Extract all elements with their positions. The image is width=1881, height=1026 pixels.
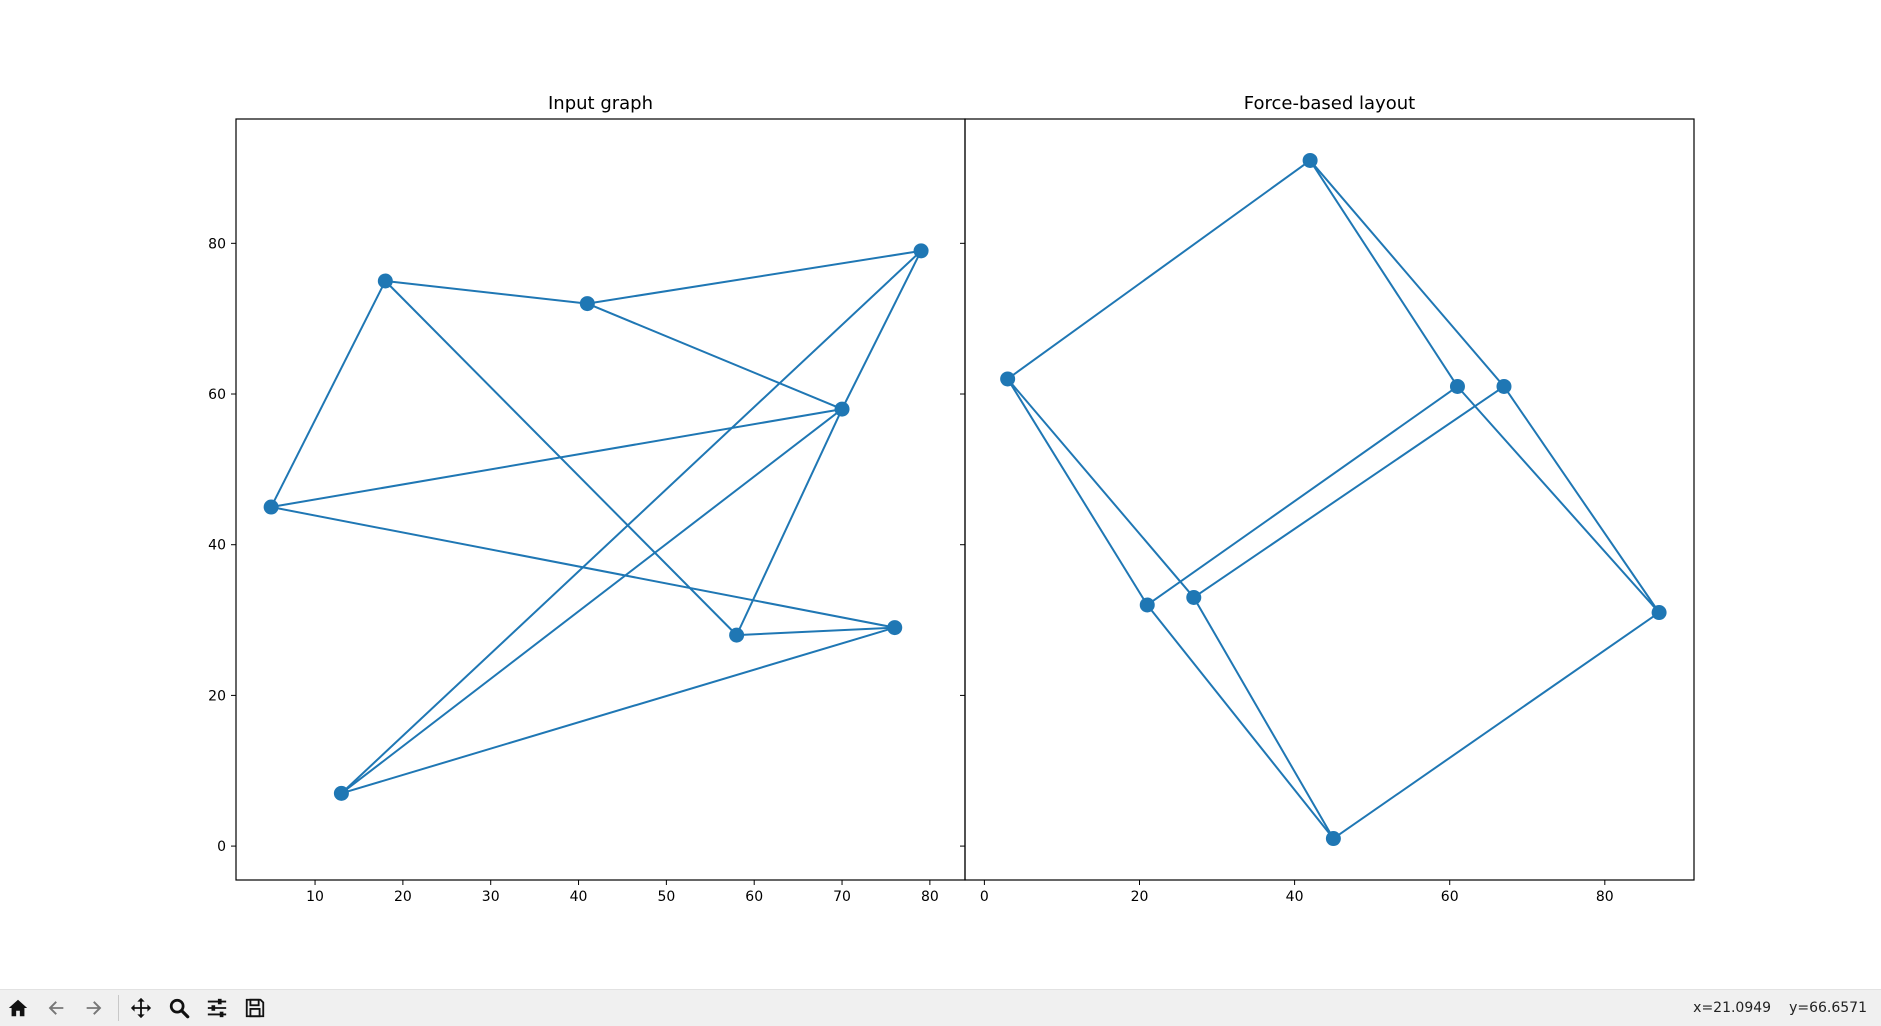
graph-edge-9 (340, 408, 843, 795)
graph-node-3 (1496, 378, 1512, 394)
graph-node-1 (579, 296, 595, 312)
x-tick-label: 0 (980, 889, 989, 905)
back-button[interactable] (38, 991, 74, 1025)
x-tick-label: 20 (1131, 889, 1149, 905)
sliders-icon (207, 998, 227, 1018)
floppy-disk-icon (245, 998, 265, 1018)
x-tick-label: 50 (657, 889, 675, 905)
graph-edge-9 (1146, 604, 1335, 840)
graph-edge-3 (1006, 378, 1149, 606)
configure-subplots-button[interactable] (199, 991, 235, 1025)
graph-node-4 (263, 499, 279, 515)
graph-edge-12 (341, 626, 896, 795)
y-tick-label: 40 (208, 538, 226, 554)
graph-node-4 (1139, 597, 1155, 613)
graph-edge-2 (1309, 159, 1505, 388)
y-tick-label: 60 (208, 387, 226, 403)
toolbar-separator (118, 995, 119, 1021)
x-tick-label: 70 (833, 889, 851, 905)
arrow-left-icon (48, 1001, 64, 1015)
y-tick-label: 20 (208, 688, 226, 704)
graph-edge-7 (1456, 385, 1660, 614)
cursor-coordinates: x=21.0949 y=66.6571 (1693, 990, 1867, 1026)
graph-edge-11 (736, 626, 895, 637)
save-button[interactable] (237, 991, 273, 1025)
graph-edge-6 (1193, 385, 1505, 599)
cursor-y-readout: y=66.6571 (1789, 1000, 1867, 1016)
graph-edge-10 (270, 506, 895, 629)
axes-input-graph[interactable]: Input graph 10 20 30 40 50 60 70 80 0 20 40 60 80 (208, 93, 966, 905)
axes-title-0: Input graph (548, 93, 653, 114)
graph-edge-11 (1332, 611, 1660, 840)
graph-node-0 (377, 273, 393, 289)
axes-frame-0 (235, 118, 966, 881)
arrow-right-icon (86, 1001, 102, 1015)
axes-title-1: Force-based layout (1244, 93, 1415, 114)
move-icon (130, 997, 152, 1019)
x-tick-label: 10 (306, 889, 324, 905)
x-tick-label: 40 (570, 889, 588, 905)
graph-edge-1 (587, 249, 922, 305)
figure-canvas[interactable]: Input graph 10 20 30 40 50 60 70 80 0 20 40 60 80 For… (0, 0, 1881, 989)
graph-node-0 (1302, 152, 1318, 168)
axes-force-based-layout[interactable]: Force-based layout 0 20 40 60 80 (960, 93, 1695, 905)
zoom-button[interactable] (161, 991, 197, 1025)
graph-edge-0 (1007, 159, 1311, 380)
graph-node-5 (729, 627, 745, 643)
pan-button[interactable] (123, 991, 159, 1025)
graph-node-1 (1000, 371, 1016, 387)
graph-edge-6 (340, 250, 922, 795)
graph-edge-1 (1309, 159, 1459, 388)
graph-edge-8 (735, 408, 843, 636)
axes-frame-1 (964, 118, 1695, 881)
graph-edge-4 (1006, 378, 1195, 599)
x-tick-label: 30 (482, 889, 500, 905)
cursor-x-readout: x=21.0949 (1693, 1000, 1772, 1016)
graph-edge-2 (270, 280, 387, 508)
graph-node-2 (913, 243, 929, 259)
x-tick-label: 60 (745, 889, 763, 905)
graph-edge-10 (1192, 596, 1335, 840)
magnifier-icon (169, 998, 190, 1019)
graph-edge-5 (841, 250, 922, 410)
graph-node-5 (1186, 589, 1202, 605)
graph-edge-0 (385, 280, 588, 305)
graph-edge-8 (1503, 385, 1660, 614)
x-tick-label: 20 (394, 889, 412, 905)
forward-button[interactable] (76, 991, 112, 1025)
home-icon (8, 999, 28, 1017)
graph-node-6 (887, 620, 903, 636)
graph-node-6 (1651, 605, 1667, 621)
graph-node-7 (1325, 831, 1341, 847)
y-tick-label: 0 (217, 839, 226, 855)
home-button[interactable] (0, 991, 36, 1025)
graph-node-7 (333, 785, 349, 801)
navigation-toolbar: x=21.0949 y=66.6571 (0, 989, 1881, 1026)
y-tick-label: 80 (208, 236, 226, 252)
x-tick-label: 60 (1441, 889, 1459, 905)
graph-node-2 (1449, 378, 1465, 394)
x-tick-label: 40 (1286, 889, 1304, 905)
graph-edge-7 (270, 408, 843, 509)
graph-node-3 (834, 401, 850, 417)
x-tick-label: 80 (921, 889, 939, 905)
graph-edge-5 (1146, 385, 1459, 606)
x-tick-label: 80 (1596, 889, 1614, 905)
graph-edge-4 (586, 302, 843, 411)
